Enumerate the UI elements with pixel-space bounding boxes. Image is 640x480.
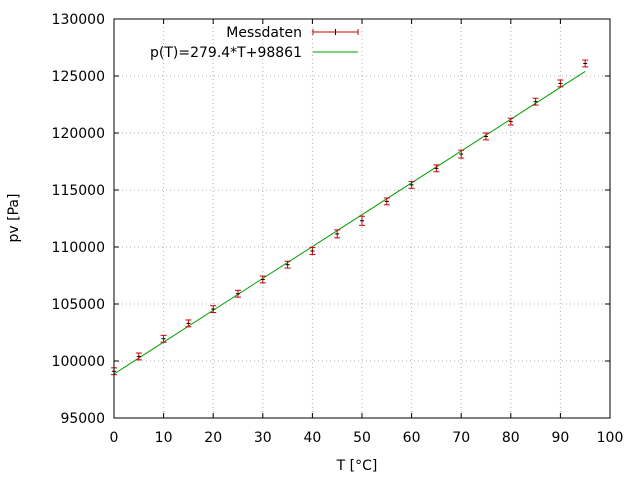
y-tick-label: 110000	[52, 240, 105, 256]
data-point	[582, 59, 589, 68]
x-tick-label: 20	[204, 430, 222, 446]
data-point	[284, 260, 291, 269]
y-axis-label: pv [Pa]	[6, 194, 22, 243]
x-axis-label: T [°C]	[336, 458, 378, 474]
data-points-layer	[111, 59, 589, 376]
data-point	[235, 289, 241, 298]
y-tick-label: 95000	[60, 411, 105, 427]
x-tick-label: 70	[452, 430, 470, 446]
grid	[114, 19, 610, 418]
x-tick-label: 30	[254, 430, 272, 446]
data-point	[557, 79, 564, 88]
data-point	[532, 97, 539, 106]
legend-label-fit: p(T)=279.4*T+98861	[150, 45, 302, 61]
legend: Messdaten p(T)=279.4*T+98861	[150, 25, 359, 61]
data-point	[433, 164, 440, 173]
data-point	[334, 229, 341, 239]
data-point	[483, 132, 489, 141]
data-point	[408, 180, 415, 189]
y-tick-label: 100000	[52, 354, 105, 370]
data-point	[135, 352, 142, 361]
data-point	[458, 149, 465, 159]
x-tick-label: 40	[303, 430, 321, 446]
y-tick-label: 105000	[52, 297, 105, 313]
legend-label-measured: Messdaten	[226, 25, 302, 41]
data-point	[309, 247, 316, 255]
fit-line	[113, 70, 586, 375]
legend-sample-measured	[312, 29, 359, 35]
tick-marks	[113, 18, 611, 419]
y-tick-label: 130000	[52, 12, 105, 28]
data-point	[383, 197, 390, 206]
x-tick-label: 0	[110, 430, 119, 446]
y-tick-labels: 95000 100000 105000 110000 115000 120000 12500…	[52, 12, 105, 427]
x-tick-label: 100	[597, 430, 624, 446]
y-tick-label: 125000	[52, 69, 105, 85]
x-tick-label: 60	[403, 430, 421, 446]
fit-line-layer	[113, 70, 586, 375]
data-point	[507, 117, 514, 126]
x-tick-label: 50	[353, 430, 371, 446]
y-tick-label: 120000	[52, 126, 105, 142]
x-tick-label: 10	[155, 430, 173, 446]
y-tick-label: 115000	[52, 183, 105, 199]
x-tick-label: 80	[502, 430, 520, 446]
data-point	[259, 275, 266, 284]
data-point	[160, 334, 167, 343]
data-point	[185, 319, 192, 328]
data-point	[210, 305, 217, 314]
x-tick-label: 90	[551, 430, 569, 446]
data-point	[359, 215, 365, 226]
x-tick-labels: 0 10 20 30 40 50 60 70 80 90 100	[110, 430, 624, 446]
